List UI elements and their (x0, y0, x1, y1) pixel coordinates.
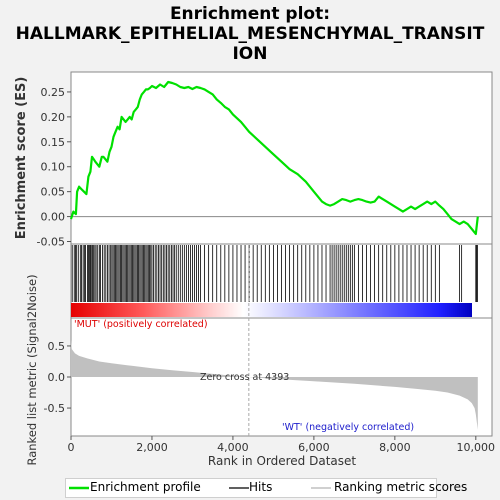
metric-y-axis: -0.5 0.0 0.5 (44, 340, 71, 415)
es-y-tick-label: 0.20 (41, 111, 66, 124)
legend: Enrichment profile Hits Ranking metric s… (65, 478, 467, 498)
legend-ranking-metric: Ranking metric scores (334, 480, 468, 494)
es-y-axis-label: Enrichment score (ES) (14, 77, 29, 240)
zero-cross-label: Zero cross at 4393 (200, 372, 289, 383)
legend-hits: Hits (249, 480, 273, 494)
hits-group (71, 245, 478, 302)
x-tick-label: 2,000 (136, 441, 168, 454)
es-y-tick-label: 0.10 (41, 161, 66, 174)
x-tick-label: 8,000 (379, 441, 411, 454)
es-y-tick-label: 0.05 (41, 186, 66, 199)
es-y-axis: -0.05 0.00 0.05 0.10 0.15 0.20 0.25 (37, 86, 71, 249)
es-y-tick-label: 0.25 (41, 86, 66, 99)
chart-title-line-2: HALLMARK_EPITHELIAL_MESENCHYMAL_TRANSIT (15, 24, 485, 44)
x-tick-label: 4,000 (217, 441, 249, 454)
ranking-metric-area (71, 339, 478, 430)
ranking-color-bar (71, 303, 472, 317)
legend-enrichment-swatch (69, 486, 89, 490)
x-axis: 0 2,000 4,000 6,000 8,000 10,000 (68, 436, 496, 454)
positive-class-label: 'MUT' (positively correlated) (74, 319, 208, 330)
x-tick-label: 0 (68, 441, 75, 454)
x-tick-label: 6,000 (298, 441, 330, 454)
es-y-tick-label: 0.00 (41, 211, 66, 224)
legend-hits-swatch (229, 487, 249, 489)
es-y-tick-label: -0.05 (37, 236, 65, 249)
x-tick-label: 10,000 (457, 441, 496, 454)
chart-title-line-3: ION (232, 44, 268, 64)
x-axis-label: Rank in Ordered Dataset (208, 454, 356, 468)
legend-metric-swatch (311, 487, 331, 489)
legend-enrichment-profile: Enrichment profile (90, 480, 201, 494)
enrichment-profile-line (69, 80, 479, 236)
metric-y-axis-label: Ranked list metric (Signal2Noise) (25, 274, 39, 465)
negative-class-label: 'WT' (negatively correlated) (282, 422, 414, 433)
metric-y-tick-label: 0.0 (48, 371, 66, 384)
es-y-tick-label: 0.15 (41, 136, 66, 149)
chart-title-line-1: Enrichment plot: (169, 4, 331, 24)
es-panel-frame (70, 71, 493, 245)
metric-y-tick-label: 0.5 (48, 340, 66, 353)
metric-y-tick-label: -0.5 (44, 402, 65, 415)
